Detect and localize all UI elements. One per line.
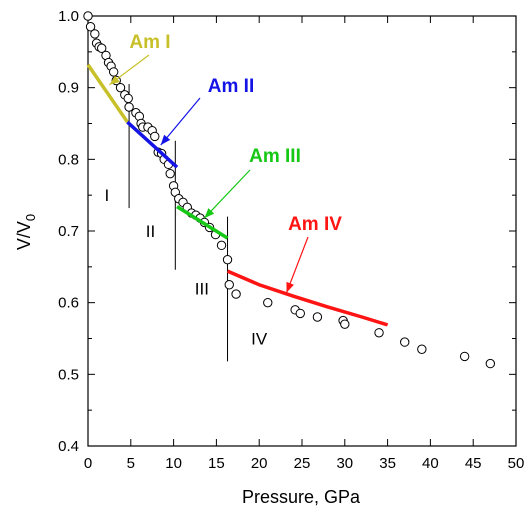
x-tick-label: 15 (208, 455, 225, 472)
series-line-am-iv (226, 269, 389, 327)
y-axis-title-subscript: 0 (23, 214, 38, 221)
series-line-am-i (86, 63, 129, 124)
data-point (459, 351, 470, 362)
y-tick-label: 0.6 (58, 295, 79, 312)
y-tick-label: 0.5 (58, 366, 79, 383)
annotation-label-am-iii: Am III (249, 146, 301, 167)
data-point (295, 308, 305, 319)
x-tick-label: 20 (251, 455, 268, 472)
x-tick-label: 25 (294, 455, 311, 472)
data-point (216, 240, 227, 251)
annotation-label-am-ii: Am II (208, 76, 254, 97)
data-point (83, 11, 93, 21)
data-point (165, 168, 175, 179)
y-tick-label: 0.8 (58, 151, 79, 168)
annotation-arrow-head (160, 134, 171, 145)
x-tick-label: 40 (422, 455, 439, 472)
data-point (374, 328, 384, 338)
x-tick-label: 5 (127, 455, 135, 472)
data-point (485, 358, 496, 369)
data-point (90, 29, 100, 39)
data-point (263, 297, 273, 308)
x-tick-label: 45 (465, 455, 482, 472)
data-point (312, 312, 323, 322)
annotation-label-am-iv: Am IV (288, 214, 342, 235)
y-axis-title-main: V/V (14, 221, 34, 250)
data-point (108, 67, 119, 77)
data-point (224, 280, 234, 290)
axis-ticks: 0 5 10 15 20 25 30 35 40 45 50 0.4 0.5 0.6 0.7 0.8 0.9 1.… (58, 8, 524, 472)
data-point (96, 43, 107, 53)
annotation-arrow-head (286, 281, 294, 293)
x-tick-label: 30 (336, 455, 353, 472)
fit-curves (86, 63, 389, 327)
region-label: I (104, 186, 109, 205)
series-line-am-ii (126, 120, 179, 169)
data-point (150, 131, 160, 142)
annotation-arrow-head (204, 208, 215, 219)
data-point (417, 344, 427, 354)
x-tick-label: 10 (165, 455, 182, 472)
data-point (222, 254, 233, 265)
series-line-am-iii (176, 205, 229, 240)
y-tick-label: 1.0 (58, 8, 79, 25)
y-tick-label: 0.9 (58, 80, 79, 97)
x-tick-label: 35 (379, 455, 396, 472)
y-axis-title: V/V0 (14, 214, 38, 250)
region-label: III (195, 279, 209, 298)
x-tick-label: 0 (84, 455, 92, 472)
data-point (85, 22, 96, 32)
data-points (83, 11, 496, 369)
data-point (123, 93, 133, 104)
y-tick-label: 0.7 (58, 223, 79, 240)
data-point (400, 337, 410, 347)
region-label: II (146, 222, 155, 241)
data-point (231, 289, 241, 299)
data-point (340, 319, 350, 329)
data-point (115, 82, 126, 93)
annotation-arrow-line (160, 97, 201, 146)
data-point (124, 102, 134, 112)
annotation-arrows (109, 54, 309, 293)
x-tick-label: 50 (508, 455, 525, 472)
annotation-arrow-line (203, 169, 251, 219)
y-tick-label: 0.4 (58, 438, 79, 455)
region-label: IV (251, 330, 268, 349)
x-axis-title: Pressure, GPa (242, 487, 361, 507)
annotation-label-am-i: Am I (129, 32, 170, 53)
annotation-arrow-head (109, 75, 120, 85)
